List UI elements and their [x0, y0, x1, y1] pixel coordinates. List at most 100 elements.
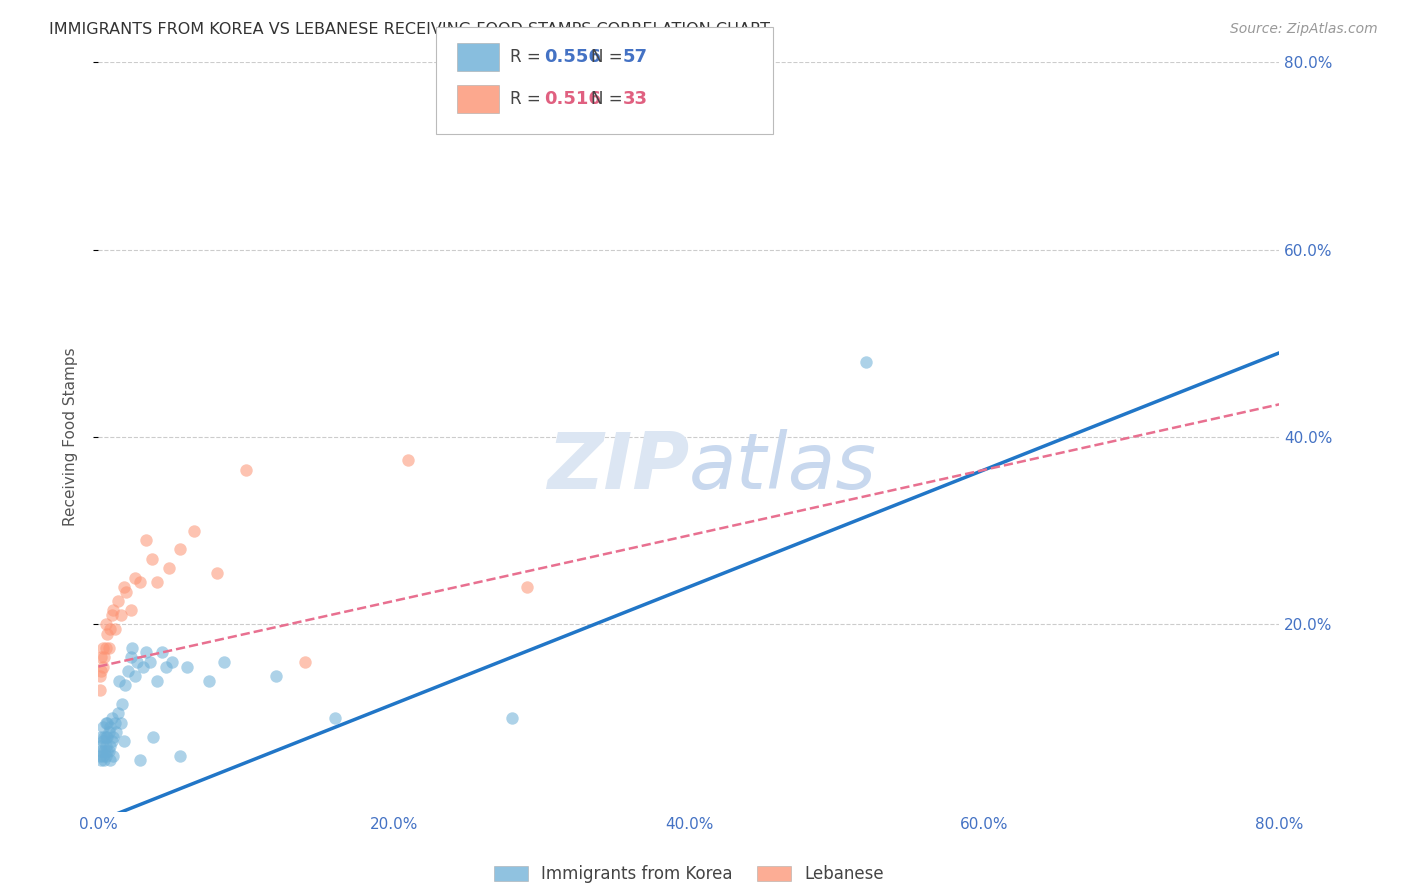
Point [98, 753, 121, 767]
Text: 33: 33 [623, 90, 648, 108]
Point [97, 725, 120, 739]
Point [100, 711, 122, 725]
Point [100, 608, 122, 623]
Point [91, 659, 114, 673]
Point [94, 715, 117, 730]
Point [124, 571, 146, 585]
Point [501, 711, 523, 725]
Point [94, 739, 117, 753]
Point [103, 730, 125, 744]
Text: atlas: atlas [689, 429, 877, 505]
Point [396, 453, 419, 467]
Point [115, 584, 138, 599]
Text: ZIP: ZIP [547, 429, 689, 505]
Point [90, 744, 112, 758]
Point [107, 706, 129, 721]
Point [93, 730, 115, 744]
Point [235, 463, 257, 477]
Point [98, 739, 121, 753]
Point [103, 748, 125, 763]
Point [135, 646, 157, 660]
Point [162, 655, 183, 669]
Text: R =: R = [510, 90, 547, 108]
Text: IMMIGRANTS FROM KOREA VS LEBANESE RECEIVING FOOD STAMPS CORRELATION CHART: IMMIGRANTS FROM KOREA VS LEBANESE RECEIV… [49, 22, 770, 37]
Point [121, 640, 143, 655]
Point [176, 659, 198, 673]
Point [111, 697, 134, 711]
Point [120, 603, 142, 617]
Point [139, 655, 162, 669]
Point [100, 734, 122, 748]
Point [135, 533, 157, 547]
Point [141, 551, 163, 566]
Text: 57: 57 [623, 48, 648, 66]
Point [91, 721, 114, 735]
Point [124, 669, 146, 683]
Point [89, 669, 111, 683]
Point [128, 753, 150, 767]
Point [96, 626, 118, 640]
Point [294, 655, 316, 669]
Point [89, 739, 111, 753]
Point [91, 640, 114, 655]
Point [90, 730, 112, 744]
Text: N =: N = [591, 48, 627, 66]
Point [169, 748, 191, 763]
Point [91, 748, 114, 763]
Point [142, 730, 165, 744]
Point [157, 561, 180, 575]
Point [90, 650, 112, 665]
Point [198, 673, 221, 688]
Point [120, 650, 142, 665]
Point [183, 524, 205, 538]
Text: N =: N = [591, 90, 627, 108]
Point [104, 622, 127, 636]
Text: R =: R = [510, 48, 547, 66]
Point [90, 664, 112, 679]
Point [105, 725, 128, 739]
Text: 0.556: 0.556 [544, 48, 600, 66]
Point [155, 659, 177, 673]
Point [128, 575, 150, 590]
Point [515, 580, 537, 594]
Point [114, 678, 136, 692]
Point [94, 617, 117, 632]
Point [110, 608, 132, 623]
Point [112, 580, 135, 594]
Point [98, 721, 121, 735]
Point [93, 744, 115, 758]
Point [97, 744, 120, 758]
Point [108, 673, 131, 688]
Text: Source: ZipAtlas.com: Source: ZipAtlas.com [1230, 22, 1378, 37]
Point [264, 669, 287, 683]
Point [91, 734, 114, 748]
Point [146, 673, 169, 688]
Point [110, 715, 132, 730]
Legend: Immigrants from Korea, Lebanese: Immigrants from Korea, Lebanese [488, 858, 890, 889]
Point [98, 622, 121, 636]
Point [94, 748, 117, 763]
Point [89, 683, 111, 698]
Point [112, 734, 135, 748]
Point [103, 603, 125, 617]
Point [96, 744, 118, 758]
Point [94, 730, 117, 744]
Point [96, 715, 118, 730]
Point [146, 575, 169, 590]
Point [104, 715, 127, 730]
Point [132, 659, 155, 673]
Point [205, 566, 228, 580]
Point [94, 640, 117, 655]
Point [169, 542, 191, 557]
Y-axis label: Receiving Food Stamps: Receiving Food Stamps [63, 348, 77, 526]
Point [125, 655, 148, 669]
Point [93, 650, 115, 665]
Point [323, 711, 346, 725]
Text: 0.516: 0.516 [544, 90, 600, 108]
Point [212, 655, 235, 669]
Point [150, 646, 173, 660]
Point [855, 355, 877, 369]
Point [97, 640, 120, 655]
Point [117, 664, 139, 679]
Point [96, 730, 118, 744]
